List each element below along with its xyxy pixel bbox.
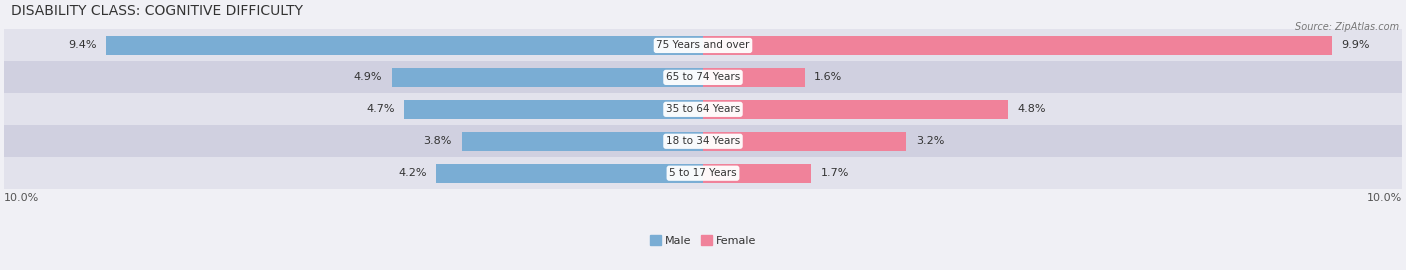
Text: 5 to 17 Years: 5 to 17 Years <box>669 168 737 178</box>
Text: 10.0%: 10.0% <box>4 193 39 203</box>
Text: 3.8%: 3.8% <box>423 136 453 146</box>
Bar <box>703 164 811 183</box>
Text: 4.9%: 4.9% <box>354 72 382 82</box>
Bar <box>703 36 1331 55</box>
Bar <box>4 61 1402 93</box>
Bar <box>703 100 1008 119</box>
Legend: Male, Female: Male, Female <box>645 230 761 250</box>
Text: 1.6%: 1.6% <box>814 72 842 82</box>
Text: 35 to 64 Years: 35 to 64 Years <box>666 104 740 114</box>
Bar <box>4 29 1402 61</box>
Bar <box>392 68 703 87</box>
Bar <box>703 68 804 87</box>
Bar <box>4 93 1402 125</box>
Bar <box>405 100 703 119</box>
Bar <box>105 36 703 55</box>
Text: 3.2%: 3.2% <box>915 136 945 146</box>
Text: 18 to 34 Years: 18 to 34 Years <box>666 136 740 146</box>
Text: 4.7%: 4.7% <box>367 104 395 114</box>
Text: Source: ZipAtlas.com: Source: ZipAtlas.com <box>1295 22 1399 32</box>
Bar <box>4 157 1402 189</box>
Text: 9.9%: 9.9% <box>1341 40 1369 50</box>
Bar <box>4 125 1402 157</box>
Text: 10.0%: 10.0% <box>1367 193 1402 203</box>
Text: 9.4%: 9.4% <box>67 40 96 50</box>
Text: 75 Years and over: 75 Years and over <box>657 40 749 50</box>
Text: DISABILITY CLASS: COGNITIVE DIFFICULTY: DISABILITY CLASS: COGNITIVE DIFFICULTY <box>11 4 304 18</box>
Text: 65 to 74 Years: 65 to 74 Years <box>666 72 740 82</box>
Bar <box>703 132 907 151</box>
Text: 4.2%: 4.2% <box>398 168 426 178</box>
Bar <box>461 132 703 151</box>
Text: 4.8%: 4.8% <box>1018 104 1046 114</box>
Text: 1.7%: 1.7% <box>821 168 849 178</box>
Bar <box>436 164 703 183</box>
